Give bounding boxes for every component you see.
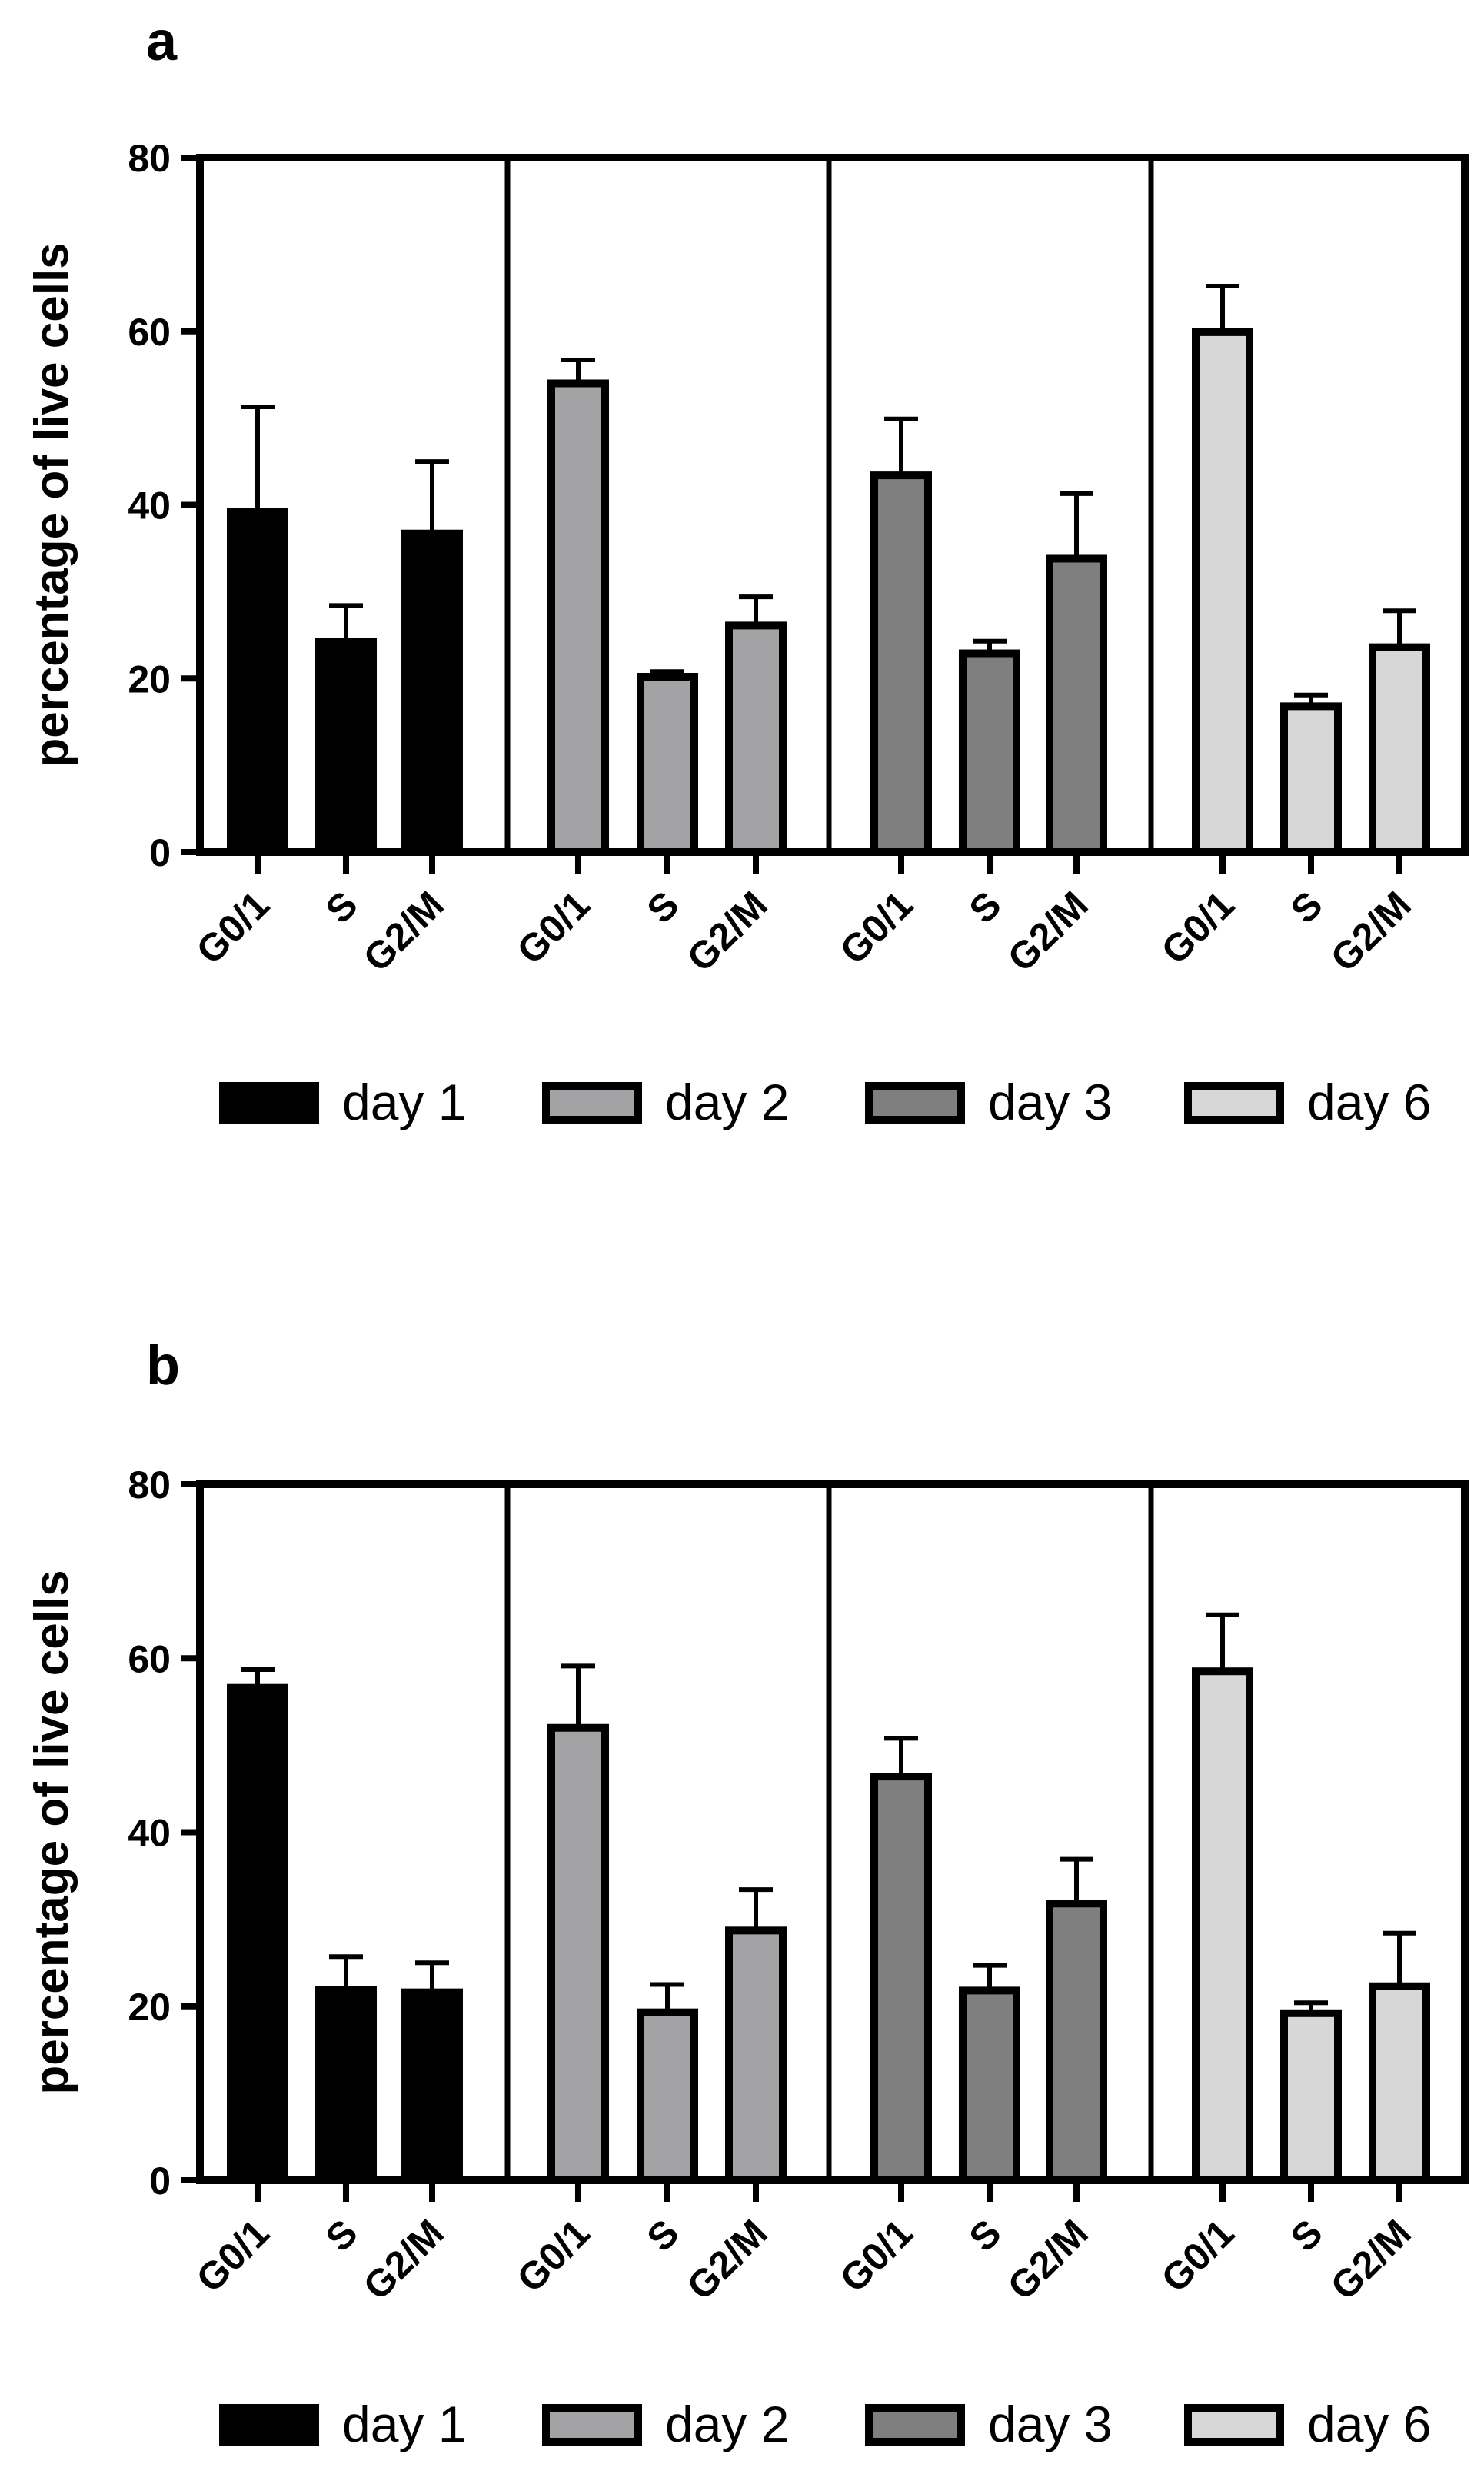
x-tick-label: G2/M [1323,2211,1419,2308]
legend-label: day 6 [1307,1074,1431,1130]
y-tick-label: 0 [149,2159,171,2203]
x-tick-label: S [639,2211,687,2259]
legend-swatch [1184,2404,1284,2446]
bar [959,1986,1020,2184]
x-tick-label: G2/M [1000,883,1096,980]
bar [227,1683,288,2184]
bar [315,638,377,857]
x-tick-label: G0/1 [509,2211,598,2300]
legend-swatch [865,1082,965,1124]
y-tick-label: 60 [128,1637,171,1680]
bar [1046,554,1107,856]
bar [1369,1982,1430,2184]
panel-letter: a [146,11,178,72]
bar [401,1988,463,2184]
bar [725,621,787,856]
legend-swatch [1184,1082,1284,1124]
bar [1280,702,1342,856]
x-tick-label: S [961,2211,1010,2259]
legend: day 1 day 2 day 3 day 6 [219,1074,1431,1130]
x-tick-label: S [961,883,1010,931]
x-tick-label: S [1283,883,1331,931]
x-tick-label: G0/1 [832,2211,921,2300]
x-tick-label: S [318,883,366,931]
x-tick-label: G2/M [679,2211,776,2308]
x-tick-label: G0/1 [188,2211,278,2300]
x-tick-label: G0/1 [832,883,921,972]
bar [870,1773,932,2185]
x-tick-label: G2/M [1323,883,1419,980]
bar [1369,643,1430,856]
legend-swatch [542,1082,642,1124]
bar [1192,328,1253,857]
legend-swatch [219,1082,319,1124]
legend: day 1 day 2 day 3 day 6 [219,2396,1431,2452]
legend-label: day 3 [988,2396,1112,2452]
bar [637,2008,698,2184]
legend-label: day 2 [665,2396,789,2452]
x-tick-label: S [1283,2211,1331,2259]
y-tick-label: 80 [128,137,171,180]
bar [227,508,288,857]
bar [1280,2009,1342,2185]
x-tick-label: S [639,883,687,931]
x-tick-label: G0/1 [1153,883,1243,972]
legend-label: day 3 [988,1074,1112,1130]
panel-letter: b [146,1335,180,1397]
x-tick-label: G2/M [679,883,776,980]
legend-label: day 6 [1307,2396,1431,2452]
y-tick-label: 40 [128,484,171,528]
bar [1192,1667,1253,2184]
legend-label: day 1 [342,2396,466,2452]
bar [1046,1900,1107,2184]
x-tick-label: G2/M [355,883,452,980]
y-tick-label: 60 [128,311,171,354]
x-tick-label: G2/M [355,2211,452,2308]
legend-label: day 2 [665,1074,789,1130]
plot-frame [196,1480,1469,2184]
legend-swatch [219,2404,319,2446]
y-tick-label: 20 [128,1986,171,2029]
y-tick-label: 80 [128,1463,171,1507]
y-tick-label: 0 [149,831,171,874]
x-tick-label: G0/1 [509,883,598,972]
legend-swatch [865,2404,965,2446]
legend-label: day 1 [342,1074,466,1130]
y-axis-label: percentage of live cells [25,1570,78,2094]
bar [959,649,1020,856]
y-axis-label: percentage of live cells [25,242,78,767]
bar [637,672,698,856]
x-tick-label: S [318,2211,366,2259]
bar [401,529,463,857]
y-tick-label: 20 [128,658,171,701]
x-tick-label: G2/M [1000,2211,1096,2308]
x-tick-label: G0/1 [188,883,278,972]
plot-frame [196,154,1469,856]
legend-swatch [542,2404,642,2446]
bar [870,471,932,856]
x-tick-label: G0/1 [1153,2211,1243,2300]
bar [547,1723,609,2184]
bar [725,1926,787,2185]
bar [547,379,609,857]
y-tick-label: 40 [128,1812,171,1855]
bar [315,1986,377,2185]
